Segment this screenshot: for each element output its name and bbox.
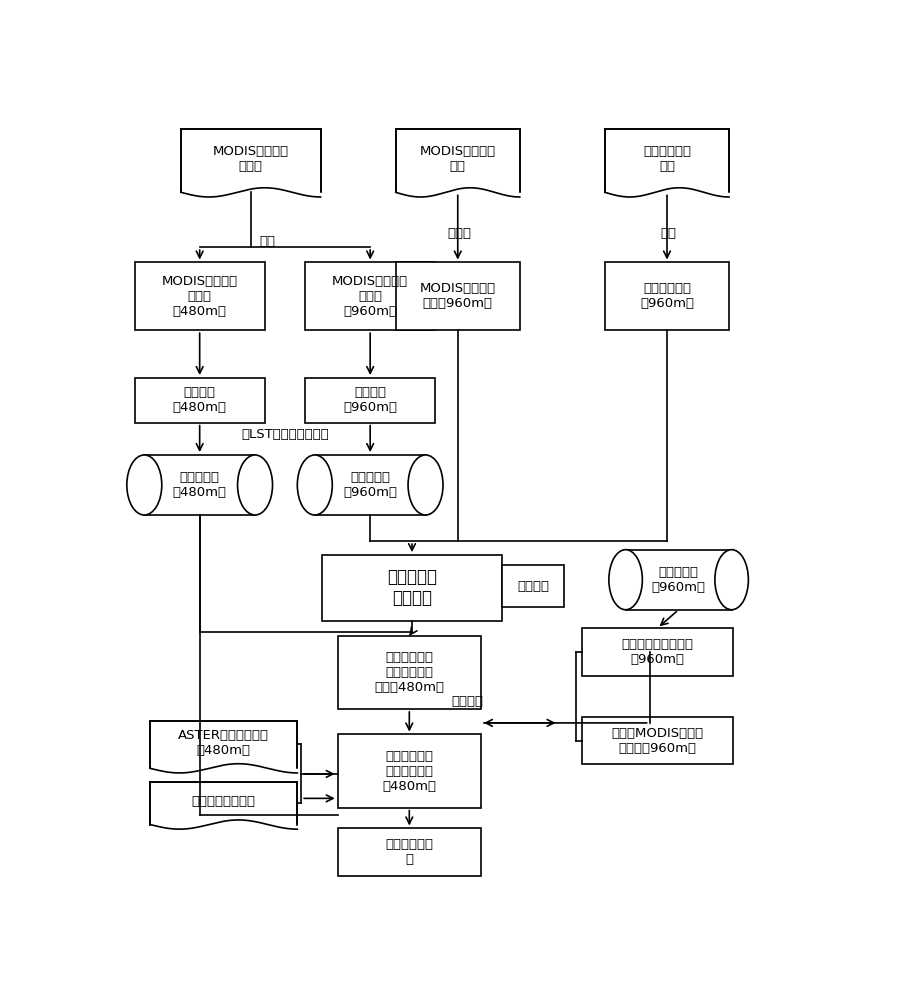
FancyBboxPatch shape <box>337 828 481 876</box>
Text: 降尺度因子
（480m）: 降尺度因子 （480m） <box>172 471 226 499</box>
Text: 地表参数
（480m）: 地表参数 （480m） <box>172 386 226 414</box>
FancyBboxPatch shape <box>502 565 564 607</box>
FancyBboxPatch shape <box>305 262 435 330</box>
Text: 地表覆盖类型
数据: 地表覆盖类型 数据 <box>642 145 690 173</box>
FancyBboxPatch shape <box>315 455 425 515</box>
Ellipse shape <box>297 455 332 515</box>
Ellipse shape <box>237 455 272 515</box>
FancyBboxPatch shape <box>134 262 264 330</box>
Ellipse shape <box>608 550 641 610</box>
Text: MODIS地表温度
产品（960m）: MODIS地表温度 产品（960m） <box>419 282 495 310</box>
Text: 降尺度因子
（960m）: 降尺度因子 （960m） <box>343 471 397 499</box>
FancyBboxPatch shape <box>144 455 254 515</box>
Text: 精度评价与分
析: 精度评价与分 析 <box>385 838 433 866</box>
Text: 模拟的地表温度数据
（960m）: 模拟的地表温度数据 （960m） <box>621 638 693 666</box>
FancyBboxPatch shape <box>322 555 502 620</box>
FancyBboxPatch shape <box>305 378 435 423</box>
FancyBboxPatch shape <box>581 717 732 764</box>
Text: 与LST进行相关性分析: 与LST进行相关性分析 <box>241 428 328 441</box>
Text: 地表覆盖类型
（960m）: 地表覆盖类型 （960m） <box>640 282 694 310</box>
Ellipse shape <box>126 455 161 515</box>
Text: 参数优化: 参数优化 <box>516 580 548 593</box>
Ellipse shape <box>408 455 443 515</box>
Text: 粗化: 粗化 <box>260 235 276 248</box>
Text: ASTER地表温度产品
（480m）: ASTER地表温度产品 （480m） <box>178 729 269 757</box>
FancyBboxPatch shape <box>395 262 520 330</box>
FancyBboxPatch shape <box>150 721 297 768</box>
Text: MODIS多光谱遥
感影像
（480m）: MODIS多光谱遥 感影像 （480m） <box>161 275 237 318</box>
Text: MODIS地表温度
产品: MODIS地表温度 产品 <box>419 145 495 173</box>
Ellipse shape <box>714 550 748 610</box>
Text: 带有残差的地
表温度降尺度
结果（480m）: 带有残差的地 表温度降尺度 结果（480m） <box>374 651 444 694</box>
Text: 最终的地表温
度降尺度结果
（480m）: 最终的地表温 度降尺度结果 （480m） <box>382 750 436 793</box>
Text: MODIS多光谱遥
感影像
（960m）: MODIS多光谱遥 感影像 （960m） <box>332 275 408 318</box>
FancyBboxPatch shape <box>181 129 320 192</box>
FancyBboxPatch shape <box>337 636 481 709</box>
FancyBboxPatch shape <box>625 550 731 610</box>
Text: MODIS多光谱遥
感影像: MODIS多光谱遥 感影像 <box>213 145 289 173</box>
Text: 随机森林降
尺度模型: 随机森林降 尺度模型 <box>387 568 437 607</box>
FancyBboxPatch shape <box>604 129 728 192</box>
Text: 降尺度因子
（960m）: 降尺度因子 （960m） <box>651 566 704 594</box>
Text: 预处理: 预处理 <box>446 227 471 240</box>
Text: 残差修正: 残差修正 <box>451 695 483 708</box>
Text: 地面站点实测数据: 地面站点实测数据 <box>191 795 255 808</box>
FancyBboxPatch shape <box>604 262 728 330</box>
FancyBboxPatch shape <box>150 782 297 825</box>
FancyBboxPatch shape <box>581 628 732 676</box>
Text: 粗化: 粗化 <box>660 227 676 240</box>
Text: 原始的MODIS地表温
度产品（960m）: 原始的MODIS地表温 度产品（960m） <box>611 727 703 755</box>
FancyBboxPatch shape <box>395 129 520 192</box>
FancyBboxPatch shape <box>134 378 264 423</box>
Text: 地表参数
（960m）: 地表参数 （960m） <box>343 386 397 414</box>
FancyBboxPatch shape <box>337 734 481 808</box>
